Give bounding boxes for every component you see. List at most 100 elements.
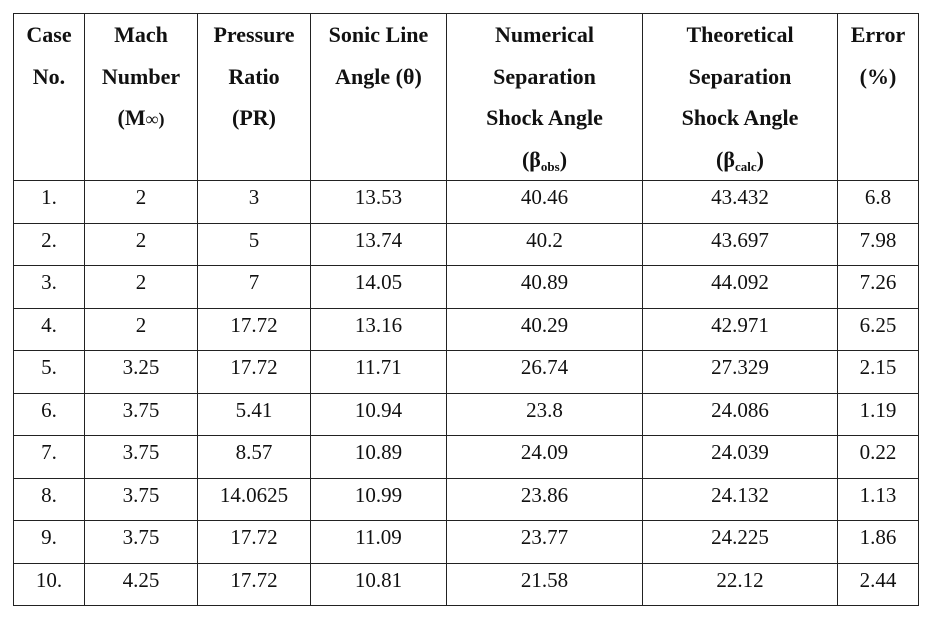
case-no-cell: 3. (13, 265, 85, 309)
sonic-line-angle-cell: 11.09 (310, 520, 447, 564)
theoretical-shock-angle-cell: 43.432 (642, 180, 838, 224)
header-text: Shock Angle (486, 105, 603, 130)
error-cell: 1.19 (837, 392, 919, 436)
mach-number-cell: 3.75 (84, 520, 198, 564)
theoretical-shock-angle-cell: 42.971 (642, 307, 838, 351)
pressure-ratio-cell: 17.72 (197, 350, 311, 394)
header-text: (PR) (232, 105, 276, 130)
mach-number-cell: 4.25 (84, 562, 198, 606)
case-no-cell: 10. (13, 562, 85, 606)
header-text: Angle (θ) (335, 63, 422, 89)
results-table: Case No. Mach Number (M∞) Pressure Ratio… (13, 13, 919, 606)
header-pressure-ratio: Pressure Ratio (PR) (197, 13, 311, 181)
header-text: Mach (114, 22, 168, 47)
table-row: 10. 4.25 17.72 10.81 21.58 22.12 2.44 (13, 562, 919, 606)
pressure-ratio-cell: 5 (197, 222, 311, 266)
header-text: Error (850, 22, 906, 47)
mach-number-cell: 2 (84, 222, 198, 266)
theoretical-shock-angle-cell: 43.697 (642, 222, 838, 266)
theoretical-shock-angle-cell: 24.086 (642, 392, 838, 436)
pressure-ratio-cell: 5.41 (197, 392, 311, 436)
header-row: Case No. Mach Number (M∞) Pressure Ratio… (13, 13, 919, 181)
pressure-ratio-cell: 7 (197, 265, 311, 309)
table-row: 5. 3.25 17.72 11.71 26.74 27.329 2.15 (13, 350, 919, 394)
sonic-line-angle-cell: 10.89 (310, 435, 447, 479)
error-cell: 7.98 (837, 222, 919, 266)
case-no-cell: 6. (13, 392, 85, 436)
table-body: 1. 2 3 13.53 40.46 43.432 6.8 2. 2 5 13.74 40.2 43.6… (13, 180, 919, 606)
error-cell: 1.86 (837, 520, 919, 564)
numerical-shock-angle-cell: 26.74 (446, 350, 643, 394)
header-theoretical-shock-angle: Theoretical Separation Shock Angle (βcal… (642, 13, 838, 181)
table-row: 9. 3.75 17.72 11.09 23.77 24.225 1.86 (13, 520, 919, 564)
table-row: 1. 2 3 13.53 40.46 43.432 6.8 (13, 180, 919, 224)
sonic-line-angle-cell: 10.81 (310, 562, 447, 606)
header-text: Ratio (228, 63, 280, 89)
header-symbol: (βcalc) (716, 146, 764, 174)
case-no-cell: 1. (13, 180, 85, 224)
case-no-cell: 2. (13, 222, 85, 266)
error-cell: 2.15 (837, 350, 919, 394)
table-row: 3. 2 7 14.05 40.89 44.092 7.26 (13, 265, 919, 309)
sonic-line-angle-cell: 13.16 (310, 307, 447, 351)
error-cell: 6.25 (837, 307, 919, 351)
error-cell: 7.26 (837, 265, 919, 309)
sonic-line-angle-cell: 13.53 (310, 180, 447, 224)
pressure-ratio-cell: 17.72 (197, 520, 311, 564)
pressure-ratio-cell: 14.0625 (197, 477, 311, 521)
mach-number-cell: 3.25 (84, 350, 198, 394)
numerical-shock-angle-cell: 24.09 (446, 435, 643, 479)
header-case-no: Case No. (13, 13, 85, 181)
sonic-line-angle-cell: 13.74 (310, 222, 447, 266)
sonic-line-angle-cell: 10.94 (310, 392, 447, 436)
case-no-cell: 8. (13, 477, 85, 521)
numerical-shock-angle-cell: 40.29 (446, 307, 643, 351)
header-text: Shock Angle (681, 105, 799, 130)
table-row: 6. 3.75 5.41 10.94 23.8 24.086 1.19 (13, 392, 919, 436)
header-text: Theoretical (686, 22, 794, 47)
theoretical-shock-angle-cell: 27.329 (642, 350, 838, 394)
theoretical-shock-angle-cell: 24.225 (642, 520, 838, 564)
table-row: 7. 3.75 8.57 10.89 24.09 24.039 0.22 (13, 435, 919, 479)
theoretical-shock-angle-cell: 24.039 (642, 435, 838, 479)
error-cell: 1.13 (837, 477, 919, 521)
numerical-shock-angle-cell: 40.46 (446, 180, 643, 224)
header-text: Number (101, 63, 181, 89)
pressure-ratio-cell: 8.57 (197, 435, 311, 479)
case-no-cell: 9. (13, 520, 85, 564)
header-symbol: (βobs) (521, 146, 568, 174)
header-text: (%) (859, 63, 897, 89)
header-sonic-line-angle: Sonic Line Angle (θ) (310, 13, 447, 181)
sonic-line-angle-cell: 11.71 (310, 350, 447, 394)
pressure-ratio-cell: 3 (197, 180, 311, 224)
numerical-shock-angle-cell: 23.77 (446, 520, 643, 564)
header-error: Error (%) (837, 13, 919, 181)
header-text: Pressure (213, 22, 295, 47)
mach-number-cell: 2 (84, 307, 198, 351)
numerical-shock-angle-cell: 21.58 (446, 562, 643, 606)
numerical-shock-angle-cell: 23.86 (446, 477, 643, 521)
error-cell: 6.8 (837, 180, 919, 224)
header-text: Separation (688, 63, 792, 89)
mach-number-cell: 3.75 (84, 392, 198, 436)
mach-number-cell: 2 (84, 180, 198, 224)
header-numerical-shock-angle: Numerical Separation Shock Angle (βobs) (446, 13, 643, 181)
table-row: 4. 2 17.72 13.16 40.29 42.971 6.25 (13, 307, 919, 351)
case-no-cell: 5. (13, 350, 85, 394)
header-text: Case (26, 22, 72, 47)
numerical-shock-angle-cell: 40.89 (446, 265, 643, 309)
table-row: 8. 3.75 14.0625 10.99 23.86 24.132 1.13 (13, 477, 919, 521)
header-text: No. (32, 63, 66, 89)
mach-number-cell: 3.75 (84, 435, 198, 479)
header-text: Sonic Line (328, 22, 429, 47)
numerical-shock-angle-cell: 40.2 (446, 222, 643, 266)
sonic-line-angle-cell: 10.99 (310, 477, 447, 521)
header-symbol: (M∞) (117, 105, 165, 130)
pressure-ratio-cell: 17.72 (197, 562, 311, 606)
pressure-ratio-cell: 17.72 (197, 307, 311, 351)
theoretical-shock-angle-cell: 24.132 (642, 477, 838, 521)
case-no-cell: 7. (13, 435, 85, 479)
mach-number-cell: 2 (84, 265, 198, 309)
header-mach-number: Mach Number (M∞) (84, 13, 198, 181)
error-cell: 0.22 (837, 435, 919, 479)
